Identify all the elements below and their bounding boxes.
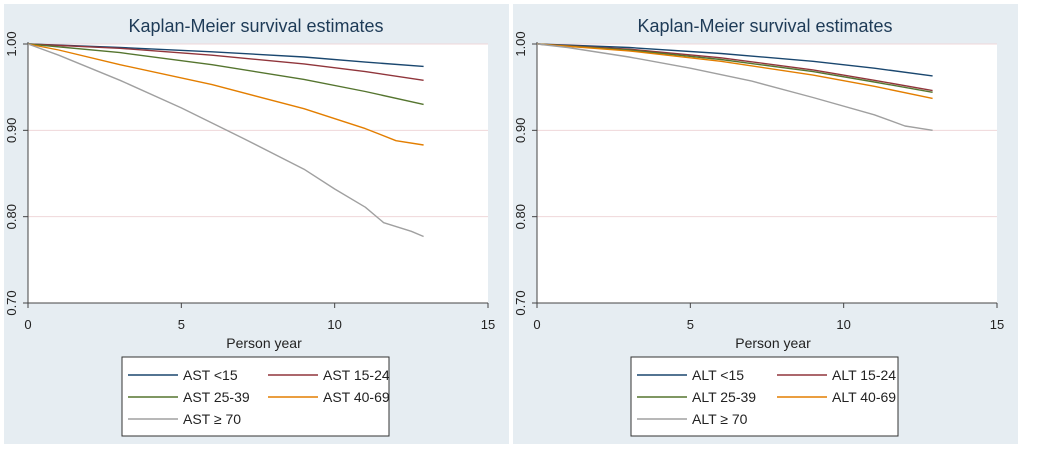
- y-tick-label: 0.70: [513, 290, 528, 315]
- x-tick-label: 10: [836, 317, 850, 332]
- x-tick-label: 15: [481, 317, 495, 332]
- chart-title: Kaplan-Meier survival estimates: [128, 16, 383, 36]
- y-tick-label: 0.80: [4, 204, 19, 229]
- series-line-3: [27, 43, 424, 106]
- x-tick-label: 5: [178, 317, 185, 332]
- km-chart-ast: Kaplan-Meier survival estimates 0.70 0.80 0…: [4, 4, 509, 444]
- y-tick-label: 0.90: [513, 118, 528, 143]
- legend-label: AST 15-24: [323, 367, 390, 383]
- y-tick-label: 0.80: [513, 204, 528, 229]
- chart-title: Kaplan-Meier survival estimates: [637, 16, 892, 36]
- legend-box: [121, 356, 390, 437]
- legend-label: ALT 15-24: [832, 367, 896, 383]
- x-tick-label: 0: [533, 317, 540, 332]
- plot-area: [537, 44, 997, 303]
- y-tick-label: 1.00: [4, 31, 19, 56]
- x-tick-label: 10: [327, 317, 341, 332]
- series-line-4: [27, 43, 424, 146]
- legend-label: AST 40-69: [323, 389, 390, 405]
- x-tick-label: 15: [990, 317, 1004, 332]
- legend-label: AST <15: [183, 367, 238, 383]
- y-tick-label: 1.00: [513, 31, 528, 56]
- x-tick-label: 5: [687, 317, 694, 332]
- legend-label: ALT ≥ 70: [692, 411, 748, 427]
- series-line-5: [27, 43, 424, 238]
- x-tick-label: 0: [24, 317, 31, 332]
- series-line-2: [27, 43, 424, 81]
- km-chart-alt-svg: Kaplan-Meier survival estimates 0.70 0.80 0…: [513, 16, 1004, 437]
- y-tick-label: 0.90: [4, 118, 19, 143]
- y-tick-label: 0.70: [4, 290, 19, 315]
- legend-label: AST ≥ 70: [183, 411, 241, 427]
- km-chart-alt: Kaplan-Meier survival estimates 0.70 0.80 0…: [513, 4, 1018, 444]
- km-chart-ast-svg: Kaplan-Meier survival estimates 0.70 0.80 0…: [4, 16, 495, 437]
- plot-area: [28, 44, 488, 303]
- x-axis-label: Person year: [226, 335, 302, 351]
- legend-label: ALT 40-69: [832, 389, 896, 405]
- series-line-5: [536, 43, 933, 131]
- legend-label: AST 25-39: [183, 389, 250, 405]
- x-axis-label: Person year: [735, 335, 811, 351]
- series-line-4: [536, 43, 933, 100]
- legend-label: ALT <15: [692, 367, 744, 383]
- series-line-1: [536, 43, 933, 77]
- series-line-3: [536, 43, 933, 93]
- legend-label: ALT 25-39: [692, 389, 756, 405]
